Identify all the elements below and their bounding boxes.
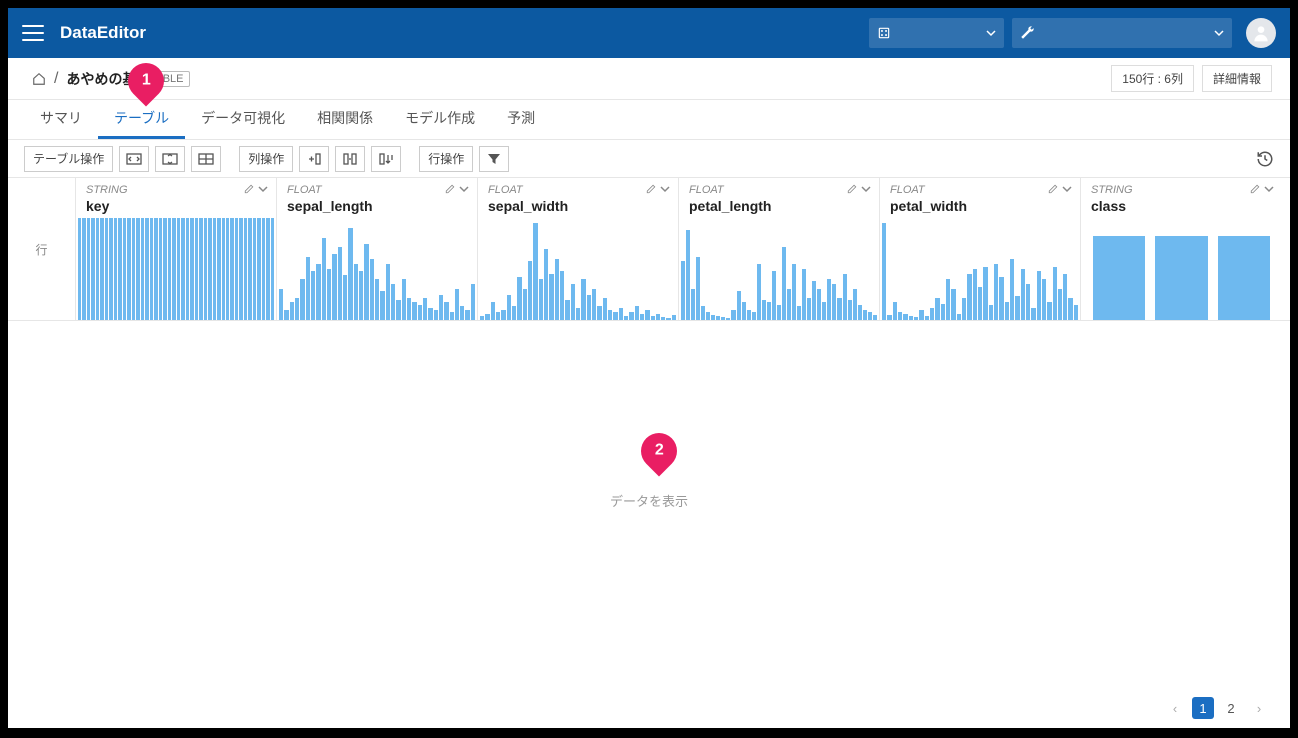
columns-header: 行 STRING key FLOAT sepal_length FLOAT sepal_w… [8, 178, 1290, 321]
col-ops-button[interactable]: 列操作 [239, 146, 293, 172]
column-actions[interactable] [1048, 184, 1072, 194]
app-title: DataEditor [60, 23, 146, 43]
chevron-down-icon [986, 28, 996, 38]
table-ops-button[interactable]: テーブル操作 [24, 146, 113, 172]
tab-predict[interactable]: 予測 [491, 100, 551, 139]
page-prev[interactable]: ‹ [1164, 697, 1186, 719]
column-header[interactable]: STRING class [1081, 178, 1282, 218]
column-sepal_width: FLOAT sepal_width [478, 178, 679, 320]
project-dropdown[interactable] [869, 18, 1004, 48]
column-name: sepal_width [488, 198, 668, 214]
split-col-icon[interactable] [335, 146, 365, 172]
app-frame: DataEditor / あやめの基 TABLE 150行 : 6列 詳 [8, 8, 1290, 728]
column-histogram [880, 218, 1080, 320]
column-type: FLOAT [689, 184, 869, 196]
column-header[interactable]: FLOAT petal_length [679, 178, 879, 218]
tab-correlation[interactable]: 相関関係 [301, 100, 389, 139]
page-next[interactable]: › [1248, 697, 1270, 719]
row-header: 行 [8, 178, 76, 320]
pagination: ‹ 1 2 › [8, 688, 1290, 728]
row-ops-button[interactable]: 行操作 [419, 146, 473, 172]
column-histogram [1081, 218, 1282, 320]
column-actions[interactable] [244, 184, 268, 194]
column-header[interactable]: STRING key [76, 178, 276, 218]
column-header[interactable]: FLOAT sepal_width [478, 178, 678, 218]
column-header[interactable]: FLOAT petal_width [880, 178, 1080, 218]
avatar[interactable] [1246, 18, 1276, 48]
column-type: FLOAT [287, 184, 467, 196]
annotation-pin-2: 2 [641, 433, 677, 477]
building-icon [877, 26, 891, 40]
column-name: sepal_length [287, 198, 467, 214]
tab-model[interactable]: モデル作成 [389, 100, 491, 139]
column-histogram [478, 218, 678, 320]
tabs: サマリ テーブル データ可視化 相関関係 モデル作成 予測 [8, 100, 1290, 140]
page-1[interactable]: 1 [1192, 697, 1214, 719]
column-name: class [1091, 198, 1272, 214]
expand-rows-icon[interactable] [155, 146, 185, 172]
column-type: FLOAT [890, 184, 1070, 196]
column-actions[interactable] [1250, 184, 1274, 194]
add-col-icon[interactable] [299, 146, 329, 172]
hamburger-menu-icon[interactable] [22, 22, 44, 44]
column-actions[interactable] [847, 184, 871, 194]
column-name: petal_length [689, 198, 869, 214]
tools-dropdown[interactable] [1042, 18, 1232, 48]
column-petal_width: FLOAT petal_width [880, 178, 1081, 320]
column-histogram [76, 218, 276, 320]
column-histogram [277, 218, 477, 320]
tools-button[interactable] [1012, 18, 1042, 48]
rowcol-stats[interactable]: 150行 : 6列 [1111, 65, 1194, 92]
show-data-placeholder[interactable]: データを表示 [610, 491, 688, 510]
details-button[interactable]: 詳細情報 [1202, 65, 1272, 92]
column-histogram [679, 218, 879, 320]
column-name: petal_width [890, 198, 1070, 214]
grid-icon[interactable] [191, 146, 221, 172]
column-key: STRING key [76, 178, 277, 320]
column-petal_length: FLOAT petal_length [679, 178, 880, 320]
breadcrumb-title[interactable]: あやめの基 [66, 69, 136, 89]
data-area: データを表示 [8, 321, 1290, 688]
toolbar: テーブル操作 列操作 行操作 [8, 140, 1290, 178]
tab-visualize[interactable]: データ可視化 [185, 100, 301, 139]
history-icon[interactable] [1256, 150, 1274, 168]
column-type: FLOAT [488, 184, 668, 196]
filter-icon[interactable] [479, 146, 509, 172]
column-sepal_length: FLOAT sepal_length [277, 178, 478, 320]
wrench-icon [1019, 25, 1035, 41]
topbar: DataEditor [8, 8, 1290, 58]
column-type: STRING [1091, 184, 1272, 196]
page-2[interactable]: 2 [1220, 697, 1242, 719]
column-name: key [86, 198, 266, 214]
breadcrumb-separator: / [54, 70, 58, 88]
home-icon[interactable] [32, 72, 46, 86]
column-type: STRING [86, 184, 266, 196]
chevron-down-icon [1214, 28, 1224, 38]
column-actions[interactable] [445, 184, 469, 194]
column-actions[interactable] [646, 184, 670, 194]
column-class: STRING class [1081, 178, 1282, 320]
annotation-pin-1: 1 [128, 63, 164, 107]
column-header[interactable]: FLOAT sepal_length [277, 178, 477, 218]
breadcrumb: / あやめの基 TABLE 150行 : 6列 詳細情報 [8, 58, 1290, 100]
tab-summary[interactable]: サマリ [24, 100, 98, 139]
sort-col-icon[interactable] [371, 146, 401, 172]
expand-cols-icon[interactable] [119, 146, 149, 172]
